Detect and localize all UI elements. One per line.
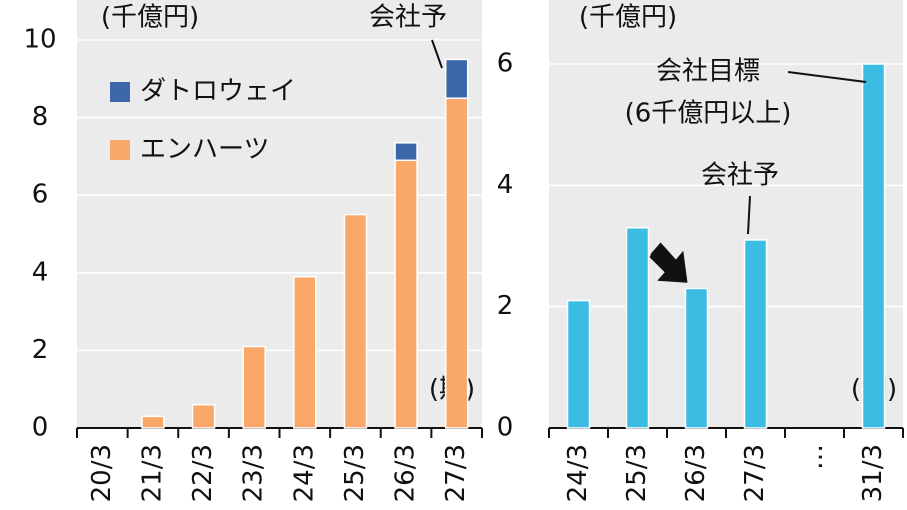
unit-label: (千億円) [579,3,677,33]
x-tick-label: 27/3 [740,444,770,502]
plot-area [549,0,903,428]
plot-area [77,0,482,428]
bar-segment [444,97,469,429]
legend-swatch [110,82,130,102]
x-tick-label: 21/3 [137,444,167,502]
bar [566,299,591,429]
bar-segment [444,58,469,99]
x-tick-label: 25/3 [340,444,370,502]
bar [861,63,886,429]
y-tick-label: 4 [497,170,514,200]
y-tick-label: 2 [32,335,49,365]
legend-label: ダトロウェイ [140,77,296,107]
x-tick-label: 23/3 [239,444,269,502]
bar [625,227,650,429]
annotation: 会社予 [369,3,447,33]
y-tick-label: 4 [32,257,49,287]
y-tick-label: 0 [497,413,514,443]
bar-segment [242,345,266,429]
leader-line [747,195,751,235]
y-tick-label: 6 [497,49,514,79]
x-tick-label: 22/3 [188,444,218,502]
x-tick-label: 27/3 [441,444,471,502]
leader-line [787,71,867,83]
bar-segment [394,142,418,162]
bar-segment [343,213,368,429]
annotation: 会社目標 [656,57,760,87]
x-tick-label: 26/3 [391,444,421,502]
y-tick-label: 0 [32,413,49,443]
y-tick-label: 6 [32,180,49,210]
bar [743,239,768,429]
annotation: 会社予 [701,161,779,191]
bar [684,287,709,429]
legend-swatch [110,140,130,160]
layer: 0246810(千億円)(期)会社予20/321/322/323/324/325… [23,3,904,502]
x-tick-label: … [799,444,829,470]
x-tick-label: 24/3 [563,444,593,502]
bar-segment [394,159,418,429]
x-tick-label: 24/3 [289,444,319,502]
y-tick-label: 8 [32,102,49,132]
bar-segment [191,403,216,429]
unit-label: (千億円) [101,3,199,33]
x-tick-label: 25/3 [622,444,652,502]
annotation: (6千億円以上) [625,99,792,129]
x-tick-label: 20/3 [87,444,117,502]
x-tick-label: 26/3 [681,444,711,502]
legend-label: エンハーツ [140,135,269,165]
bar-segment [293,275,317,429]
y-tick-label: 10 [23,25,56,55]
x-tick-label: 31/3 [858,444,888,502]
leader-line [431,39,443,69]
bar-segment [141,415,165,429]
arrow [649,242,688,283]
y-tick-label: 2 [497,291,514,321]
